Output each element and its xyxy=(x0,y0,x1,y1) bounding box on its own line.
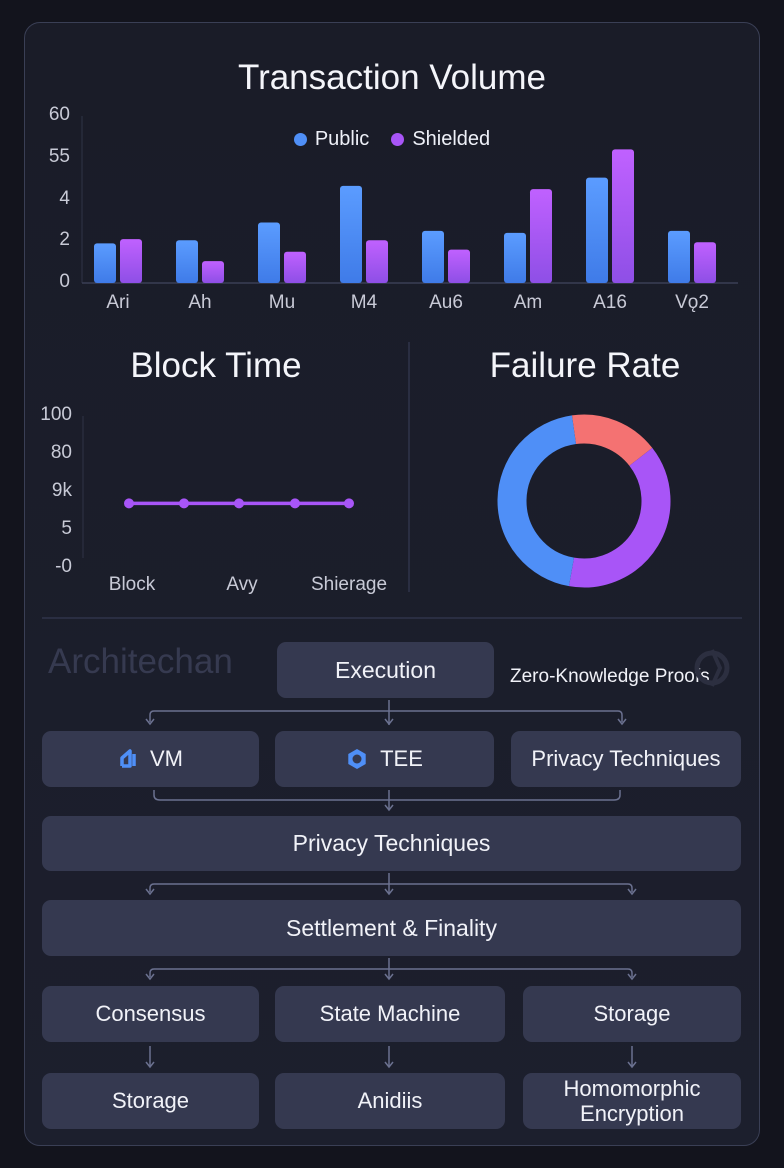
tee-box[interactable]: TEE xyxy=(275,731,494,787)
legend-public-label: Public xyxy=(314,128,370,150)
bar-shielded xyxy=(366,240,388,283)
bar-public xyxy=(94,243,116,283)
arrow-head xyxy=(627,1061,637,1069)
bar-x-tick: Vǫ2 xyxy=(675,292,709,313)
dashboard-card xyxy=(24,22,760,1146)
arrow-head xyxy=(145,1061,155,1069)
gear-icon xyxy=(348,749,366,769)
block-time-point xyxy=(234,498,244,509)
line-y-tick: 5 xyxy=(61,518,72,539)
arrow-head xyxy=(145,888,155,896)
donut-slice xyxy=(568,447,671,588)
zkp-watermark-icon xyxy=(690,642,734,694)
line-y-tick: 100 xyxy=(40,404,72,425)
legend-public: Public xyxy=(293,128,370,151)
bar-x-tick: M4 xyxy=(350,292,378,313)
legend-public-swatch xyxy=(293,133,307,146)
arrow-head xyxy=(627,973,637,981)
bar-public xyxy=(422,230,444,283)
vm-icon xyxy=(120,749,136,768)
bar-legend: Public Shielded xyxy=(0,128,784,151)
consensus-box[interactable]: Consensus xyxy=(42,986,259,1042)
bar-x-tick: Au6 xyxy=(429,292,463,313)
tee-label: TEE xyxy=(380,746,423,772)
legend-shielded: Shielded xyxy=(391,128,490,151)
bar-shielded xyxy=(120,239,142,283)
failure-rate-title: Failure Rate xyxy=(489,346,681,385)
arrow-head xyxy=(384,1061,394,1069)
architecture-watermark: Architechan xyxy=(48,642,233,681)
vm-box[interactable]: VM xyxy=(42,731,259,787)
bar-x-tick: Ari xyxy=(106,292,130,313)
line-y-tick: 80 xyxy=(50,442,72,463)
connector-execution xyxy=(149,700,623,725)
bar-shielded xyxy=(694,242,716,283)
block-time-point xyxy=(124,498,134,509)
bar-x-tick: A16 xyxy=(593,292,627,313)
line-x-tick: Shierage xyxy=(310,574,388,595)
bar-public xyxy=(340,185,362,283)
vm-label: VM xyxy=(150,746,183,772)
execution-box[interactable]: Execution xyxy=(277,642,494,698)
bar-shielded xyxy=(448,249,470,283)
arrow-head xyxy=(384,888,394,896)
bar-shielded xyxy=(530,189,552,283)
storage-box-bottom[interactable]: Storage xyxy=(42,1073,259,1129)
arrow-head xyxy=(617,718,627,726)
bar-x-tick: Mu xyxy=(268,292,296,313)
connector-row2 xyxy=(153,790,621,810)
storage-box[interactable]: Storage xyxy=(523,986,741,1042)
connector-privacy xyxy=(149,873,633,893)
donut-slice xyxy=(571,414,653,467)
line-x-tick: Block xyxy=(108,574,156,595)
arrow-head xyxy=(384,718,394,726)
arrow-head xyxy=(384,973,394,981)
bar-y-tick: 55 xyxy=(48,145,70,167)
block-time-point xyxy=(344,498,354,509)
privacy-techniques-box[interactable]: Privacy Techniques xyxy=(511,731,741,787)
block-time-title: Block Time xyxy=(130,346,302,385)
state-machine-box[interactable]: State Machine xyxy=(275,986,505,1042)
bar-y-tick: 0 xyxy=(59,271,70,292)
arrow-head xyxy=(384,804,394,812)
block-time-point xyxy=(179,498,189,509)
bar-public xyxy=(504,232,526,283)
anidiis-box[interactable]: Anidiis xyxy=(275,1073,505,1129)
bar-y-tick: 2 xyxy=(59,229,70,251)
bar-y-tick: 60 xyxy=(48,104,70,125)
legend-shielded-swatch xyxy=(391,133,405,146)
bar-x-tick: Ah xyxy=(188,292,212,313)
line-x-tick: Avy xyxy=(226,574,258,595)
block-time-point xyxy=(290,498,300,509)
bar-x-tick: Am xyxy=(513,292,543,313)
bar-public xyxy=(258,222,280,283)
bar-shielded xyxy=(284,251,306,283)
bar-public xyxy=(668,230,690,283)
donut-slice xyxy=(497,415,577,587)
transaction-volume-title: Transaction Volume xyxy=(237,58,547,97)
settlement-finality-layer[interactable]: Settlement & Finality xyxy=(42,900,741,956)
arrow-head xyxy=(145,973,155,981)
bar-shielded xyxy=(612,149,634,283)
legend-shielded-label: Shielded xyxy=(412,128,491,150)
bar-shielded xyxy=(202,261,224,283)
privacy-techniques-layer[interactable]: Privacy Techniques xyxy=(42,816,741,871)
bar-public xyxy=(586,177,608,283)
connector-settlement xyxy=(149,958,633,978)
zkp-label: Zero-Knowledge Proofs xyxy=(510,666,710,687)
line-y-tick: -0 xyxy=(55,556,72,577)
arrow-head xyxy=(145,718,155,726)
line-y-tick: 9k xyxy=(51,480,72,501)
arrow-head xyxy=(627,888,637,896)
homomorphic-encryption-box[interactable]: Homomorphic Encryption xyxy=(523,1073,741,1129)
bar-y-tick: 4 xyxy=(59,187,70,209)
bar-public xyxy=(176,240,198,283)
